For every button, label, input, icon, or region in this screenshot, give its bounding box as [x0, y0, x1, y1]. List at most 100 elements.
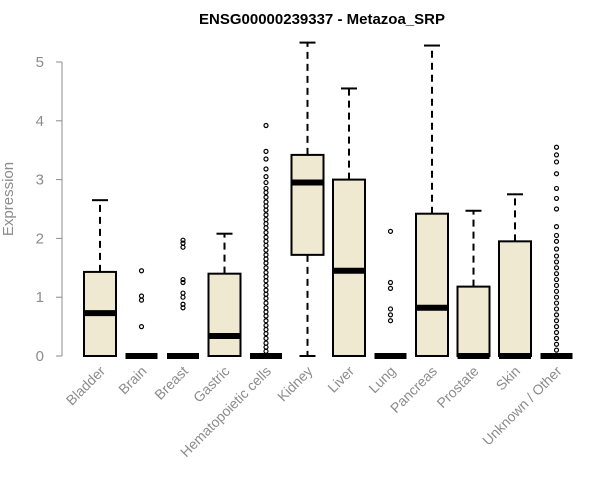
outlier-7-5 [387, 228, 394, 234]
outlier-4-20 [263, 260, 269, 266]
outlier-2-5 [180, 276, 186, 283]
outlier-11-10 [553, 288, 560, 294]
outlier-11-8 [553, 300, 560, 306]
x-tick-label-5: Kidney [274, 363, 316, 405]
x-tick-label-1: Brain [115, 363, 149, 397]
outlier-11-24 [553, 171, 560, 177]
outlier-11-18 [553, 238, 560, 244]
outlier-4-39 [263, 174, 269, 180]
outlier-11-25 [553, 159, 560, 165]
y-axis: 0 1 2 3 4 5 [36, 54, 63, 365]
outlier-2-1 [180, 301, 186, 307]
y-axis-label: Expression [0, 162, 17, 236]
outlier-1-0 [138, 324, 145, 330]
outlier-11-14 [553, 265, 560, 271]
outlier-11-4 [553, 324, 560, 330]
y-tick-label-0: 0 [36, 348, 44, 365]
box-rect-5 [290, 153, 325, 256]
box-rect-9 [456, 285, 491, 357]
y-tick-label-2: 2 [36, 230, 44, 247]
x-tick-label-0: Bladder [63, 363, 109, 409]
outlier-11-7 [553, 306, 560, 312]
outlier-4-7 [263, 318, 269, 324]
outlier-11-0 [553, 347, 560, 353]
outlier-7-0 [387, 318, 394, 324]
outlier-4-25 [263, 238, 269, 244]
outlier-2-6 [180, 244, 186, 250]
box-11 [540, 144, 573, 359]
outlier-4-34 [263, 199, 269, 205]
outlier-11-15 [553, 259, 560, 265]
outlier-4-5 [263, 326, 269, 333]
outlier-7-1 [387, 312, 394, 318]
outlier-4-6 [263, 322, 269, 329]
outlier-4-16 [263, 278, 269, 284]
outlier-11-13 [553, 271, 560, 277]
outlier-4-9 [263, 309, 269, 315]
outlier-4-14 [263, 287, 269, 293]
outlier-4-10 [263, 305, 269, 311]
outlier-4-12 [263, 295, 269, 301]
outlier-4-17 [263, 274, 269, 280]
box-9 [456, 209, 491, 359]
x-tick-label-9: Prostate [433, 363, 481, 411]
outlier-4-27 [263, 229, 269, 236]
outlier-7-3 [387, 285, 394, 291]
outlier-1-3 [138, 268, 145, 274]
outlier-4-18 [263, 269, 269, 276]
outlier-2-2 [180, 294, 186, 300]
outlier-4-42 [263, 148, 269, 154]
outlier-4-36 [263, 189, 269, 196]
outlier-4-31 [263, 212, 269, 218]
outlier-4-35 [263, 194, 269, 200]
outlier-11-23 [553, 185, 560, 192]
outlier-2-4 [180, 279, 186, 286]
outlier-4-3 [263, 335, 269, 341]
box-rect-3 [207, 272, 242, 357]
outlier-2-3 [180, 290, 186, 296]
outlier-11-9 [553, 294, 560, 300]
x-tick-label-10: Skin [493, 363, 524, 394]
chart-title: ENSG00000239337 - Metazoa_SRP [199, 11, 445, 28]
outlier-11-2 [553, 335, 560, 341]
box-rect-8 [415, 212, 449, 357]
outlier-4-19 [263, 265, 269, 271]
outlier-11-20 [553, 224, 560, 230]
box-0 [83, 199, 117, 357]
outlier-4-24 [263, 242, 269, 249]
outlier-4-28 [263, 225, 269, 231]
outlier-4-41 [263, 156, 269, 162]
boxes-group [83, 41, 573, 359]
outlier-4-40 [263, 166, 269, 172]
y-tick-label-4: 4 [36, 113, 44, 130]
outlier-4-23 [263, 247, 269, 253]
box-5 [290, 41, 325, 357]
outlier-11-16 [553, 253, 560, 259]
box-4 [250, 122, 282, 359]
outlier-4-4 [263, 331, 269, 337]
outlier-11-21 [553, 206, 560, 212]
outlier-4-37 [263, 185, 269, 192]
outlier-4-22 [263, 252, 269, 258]
outlier-4-30 [263, 216, 269, 223]
box-7 [374, 228, 407, 359]
y-tick-label-3: 3 [36, 172, 44, 189]
outlier-4-1 [263, 344, 269, 350]
outlier-4-13 [263, 291, 269, 297]
outlier-1-2 [138, 293, 145, 299]
box-6 [332, 87, 366, 357]
outlier-11-1 [553, 341, 560, 347]
outlier-7-2 [387, 306, 394, 312]
outlier-11-5 [553, 318, 560, 324]
outlier-4-26 [263, 234, 269, 240]
outlier-1-1 [138, 297, 145, 303]
outlier-4-21 [263, 256, 269, 262]
x-tick-label-6: Liver [324, 363, 357, 396]
box-2 [167, 237, 199, 359]
outlier-11-22 [553, 195, 560, 202]
outlier-11-11 [553, 282, 560, 289]
outlier-2-8 [180, 237, 186, 243]
outlier-4-29 [263, 221, 269, 227]
outlier-2-7 [180, 240, 186, 246]
